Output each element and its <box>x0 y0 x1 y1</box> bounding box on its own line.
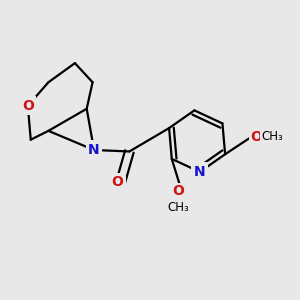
Text: N: N <box>88 143 100 157</box>
Text: O: O <box>251 130 262 144</box>
Text: N: N <box>194 165 206 179</box>
Text: O: O <box>22 99 34 113</box>
Text: O: O <box>112 176 124 189</box>
Text: O: O <box>172 184 184 198</box>
Text: CH₃: CH₃ <box>261 130 283 143</box>
Text: CH₃: CH₃ <box>167 201 189 214</box>
